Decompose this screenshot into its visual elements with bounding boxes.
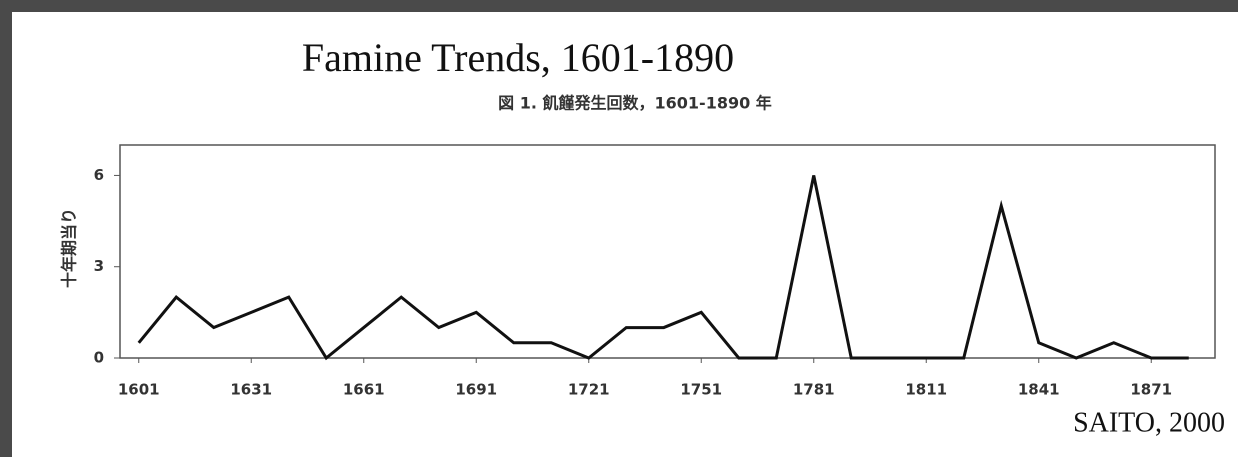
x-tick-label: 1631: [230, 381, 272, 399]
x-tick-label: 1871: [1130, 381, 1172, 399]
x-tick-label: 1721: [568, 381, 610, 399]
y-axis-label: 十年期当り: [60, 208, 79, 288]
x-tick-label: 1601: [118, 381, 160, 399]
background: [12, 12, 1238, 457]
data-line: [137, 175, 1189, 361]
source-note: SAITO, 2000: [1073, 407, 1225, 438]
chart-title: Famine Trends, 1601-1890: [302, 35, 734, 80]
plot-frame: [119, 144, 1216, 359]
x-tick-label: 1811: [905, 381, 947, 399]
x-tick-label: 1841: [1018, 381, 1060, 399]
x-tick-label: 1781: [793, 381, 835, 399]
y-tick-label: 6: [94, 166, 104, 184]
x-tick-label: 1661: [343, 381, 385, 399]
x-tick-label: 1751: [680, 381, 722, 399]
chart-subtitle: 図 1. 飢饉発生回数，1601-1890 年: [498, 94, 772, 113]
x-tick-label: 1691: [455, 381, 497, 399]
y-tick-label: 3: [94, 257, 104, 275]
y-tick-label: 0: [94, 349, 104, 367]
